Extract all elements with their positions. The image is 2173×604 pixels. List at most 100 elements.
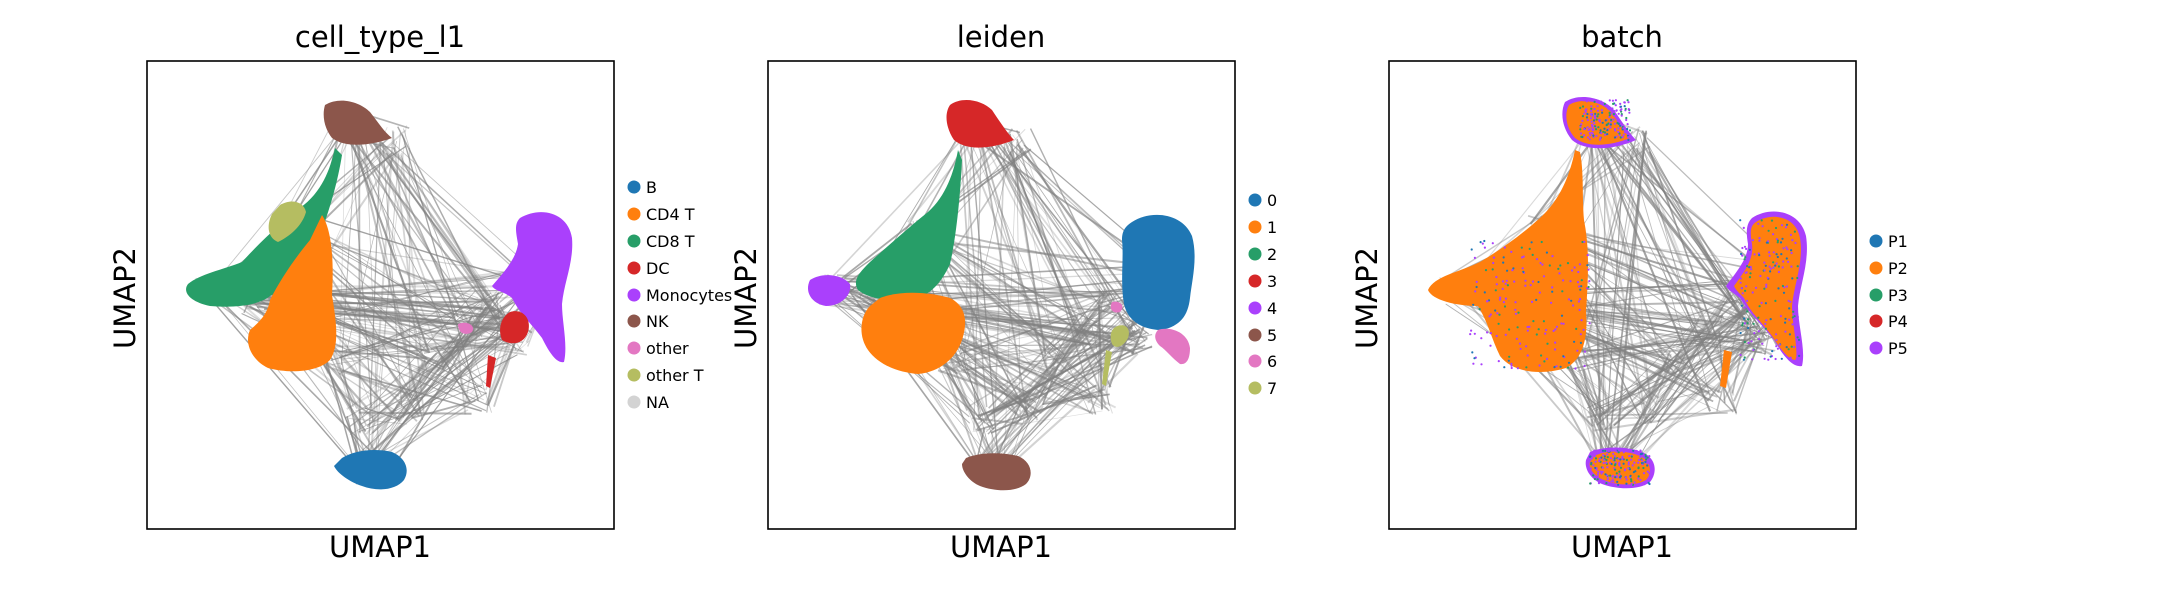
batch-speckle (1610, 480, 1612, 482)
batch-speckle (1567, 262, 1569, 264)
legend-marker-other (628, 342, 641, 355)
batch-speckle (1600, 471, 1602, 473)
batch-speckle (1776, 262, 1778, 264)
batch-speckle (1775, 339, 1777, 341)
batch-speckle (1780, 315, 1782, 317)
batch-speckle (1536, 333, 1538, 335)
batch-speckle (1580, 285, 1582, 287)
batch-speckle (1599, 458, 1601, 460)
batch-speckle (1641, 462, 1643, 464)
batch-speckle (1580, 136, 1582, 138)
batch-speckle (1746, 310, 1748, 312)
batch-speckle (1623, 101, 1625, 103)
batch-speckle (1590, 108, 1592, 110)
batch-speckle (1609, 126, 1611, 128)
batch-speckle (1508, 328, 1510, 330)
batch-speckle (1587, 119, 1589, 121)
batch-speckle (1788, 300, 1790, 302)
legend-label-monocytes: Monocytes (646, 286, 732, 305)
batch-speckle (1562, 355, 1564, 357)
batch-speckle (1583, 113, 1585, 115)
batch-speckle (1790, 234, 1792, 236)
batch-speckle (1605, 119, 1607, 121)
batch-speckle (1575, 328, 1577, 330)
batch-speckle (1586, 113, 1588, 115)
batch-speckle (1797, 316, 1799, 318)
batch-speckle (1625, 117, 1627, 119)
batch-speckle (1494, 309, 1496, 311)
batch-speckle (1761, 219, 1763, 221)
batch-speckle (1746, 322, 1748, 324)
batch-speckle (1600, 129, 1602, 131)
batch-speckle (1749, 254, 1751, 256)
batch-speckle (1556, 326, 1558, 328)
batch-speckle (1504, 305, 1506, 307)
batch-speckle (1597, 471, 1599, 473)
batch-speckle (1594, 455, 1596, 457)
batch-speckle (1597, 113, 1599, 115)
batch-speckle (1514, 301, 1516, 303)
batch-speckle (1786, 346, 1788, 348)
batch-speckle (1770, 268, 1772, 270)
batch-speckle (1633, 462, 1635, 464)
batch-speckle (1486, 300, 1488, 302)
batch-speckle (1740, 282, 1742, 284)
batch-speckle (1615, 99, 1617, 101)
batch-speckle (1618, 451, 1620, 453)
batch-speckle (1746, 265, 1748, 267)
batch-speckle (1769, 270, 1771, 272)
batch-speckle (1474, 290, 1476, 292)
batch-speckle (1505, 298, 1507, 300)
panel-3-title: batch (1581, 20, 1663, 54)
batch-speckle (1646, 464, 1648, 466)
batch-speckle (1632, 450, 1634, 452)
batch-speckle (1568, 298, 1570, 300)
batch-speckle (1758, 338, 1760, 340)
batch-speckle (1496, 283, 1498, 285)
batch-speckle (1619, 473, 1621, 475)
batch-speckle (1783, 247, 1785, 249)
batch-speckle (1776, 253, 1778, 255)
batch-speckle (1594, 113, 1596, 115)
batch-speckle (1743, 227, 1745, 229)
batch-speckle (1759, 305, 1761, 307)
batch-speckle (1595, 135, 1597, 137)
batch-speckle (1628, 455, 1630, 457)
batch-speckle (1791, 277, 1793, 279)
batch-speckle (1603, 462, 1605, 464)
panel-1-xlabel: UMAP1 (329, 530, 431, 564)
batch-speckle (1607, 108, 1609, 110)
batch-speckle (1616, 481, 1618, 483)
batch-speckle (1785, 226, 1787, 228)
batch-speckle (1472, 304, 1474, 306)
batch-speckle (1610, 457, 1612, 459)
batch-speckle (1740, 332, 1742, 334)
batch-speckle (1618, 463, 1620, 465)
batch-speckle (1595, 99, 1597, 101)
batch-speckle (1606, 466, 1608, 468)
batch-speckle (1583, 128, 1585, 130)
batch-speckle (1770, 318, 1772, 320)
batch-speckle (1775, 345, 1777, 347)
batch-speckle (1621, 115, 1623, 117)
panel-2-xlabel: UMAP1 (950, 530, 1052, 564)
batch-speckle (1748, 342, 1750, 344)
batch-speckle (1798, 355, 1800, 357)
batch-speckle (1551, 291, 1553, 293)
batch-speckle (1598, 482, 1600, 484)
batch-speckle (1508, 360, 1510, 362)
batch-speckle (1583, 134, 1585, 136)
batch-speckle (1743, 307, 1745, 309)
legend-label-0: 0 (1267, 191, 1277, 210)
batch-speckle (1744, 356, 1746, 358)
batch-speckle (1602, 131, 1604, 133)
batch-speckle (1506, 280, 1508, 282)
batch-speckle (1483, 240, 1485, 242)
batch-speckle (1597, 126, 1599, 128)
batch-speckle (1752, 291, 1754, 293)
batch-speckle (1784, 331, 1786, 333)
batch-speckle (1492, 262, 1494, 264)
batch-speckle (1621, 458, 1623, 460)
batch-speckle (1740, 266, 1742, 268)
batch-speckle (1749, 249, 1751, 251)
